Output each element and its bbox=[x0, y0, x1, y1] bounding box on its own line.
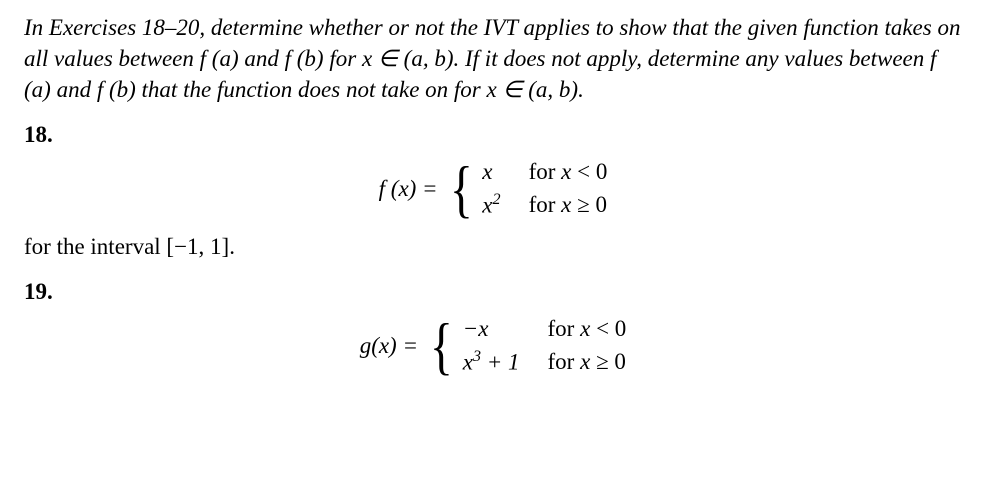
sup: 2 bbox=[493, 191, 501, 208]
case-expr: −x bbox=[463, 313, 520, 344]
case-cond: for x ≥ 0 bbox=[548, 346, 627, 378]
lhs-fx: f (x) = bbox=[379, 173, 438, 204]
equation-wrap: f (x) = { x for x < 0 x2 for x ≥ 0 bbox=[379, 156, 608, 221]
equation-wrap: g(x) = { −x for x < 0 x3 + 1 for x ≥ 0 bbox=[360, 313, 627, 378]
exercise-19-formula: g(x) = { −x for x < 0 x3 + 1 for x ≥ 0 bbox=[24, 313, 962, 378]
instr-text: and bbox=[239, 46, 285, 71]
base: x bbox=[482, 193, 492, 218]
instr-text: that the function does not take on for bbox=[136, 77, 487, 102]
page: In Exercises 18–20, determine whether or… bbox=[0, 0, 986, 378]
cond-math: x bbox=[561, 159, 571, 184]
exercise-18-formula: f (x) = { x for x < 0 x2 for x ≥ 0 bbox=[24, 156, 962, 221]
base: x bbox=[463, 350, 473, 375]
piecewise-cases: −x for x < 0 x3 + 1 for x ≥ 0 bbox=[463, 313, 627, 378]
cond-text: for bbox=[529, 159, 562, 184]
case-expr: x3 + 1 bbox=[463, 346, 520, 378]
interval-value: [−1, 1]. bbox=[166, 234, 235, 259]
exercise-number-19: 19. bbox=[24, 276, 962, 307]
instr-fb2: f (b) bbox=[97, 77, 136, 102]
case-expr: x bbox=[482, 156, 500, 187]
cond-math: x bbox=[561, 192, 571, 217]
case-cond: for x < 0 bbox=[548, 313, 627, 344]
exercise-number-18: 18. bbox=[24, 119, 962, 150]
cond-text: for bbox=[548, 349, 581, 374]
instr-fa: f (a) bbox=[200, 46, 239, 71]
piecewise-cases: x for x < 0 x2 for x ≥ 0 bbox=[482, 156, 607, 221]
sup: 3 bbox=[473, 348, 481, 365]
cond-text: for bbox=[529, 192, 562, 217]
cond-text: for bbox=[548, 316, 581, 341]
instr-text: and bbox=[51, 77, 97, 102]
instr-text: . If it does not apply, determine any va… bbox=[454, 46, 931, 71]
case-cond: for x < 0 bbox=[529, 156, 608, 187]
lhs-gx: g(x) = bbox=[360, 330, 418, 361]
case-expr: x2 bbox=[482, 189, 500, 221]
interval-prefix: for the interval bbox=[24, 234, 166, 259]
brace-icon: { bbox=[449, 160, 472, 218]
instr-fb: f (b) bbox=[285, 46, 324, 71]
instr-text: . bbox=[578, 77, 584, 102]
brace-icon: { bbox=[430, 317, 453, 375]
cond-math: x bbox=[580, 316, 590, 341]
case-cond: for x ≥ 0 bbox=[529, 189, 608, 221]
instr-xin2: x ∈ (a, b) bbox=[487, 77, 579, 102]
cond-math: x bbox=[580, 349, 590, 374]
exercise-18-interval: for the interval [−1, 1]. bbox=[24, 231, 962, 262]
instr-text: for bbox=[324, 46, 362, 71]
instruction-block: In Exercises 18–20, determine whether or… bbox=[24, 12, 962, 105]
instr-xin: x ∈ (a, b) bbox=[362, 46, 454, 71]
tail: + 1 bbox=[481, 350, 520, 375]
